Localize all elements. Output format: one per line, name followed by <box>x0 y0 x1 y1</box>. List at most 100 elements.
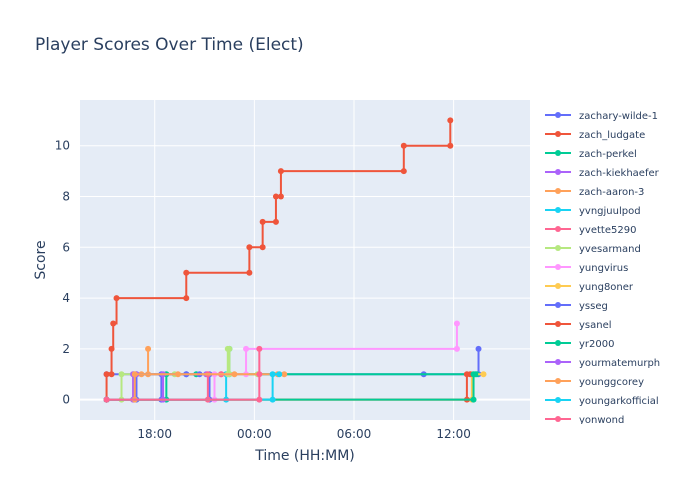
legend-item[interactable]: ysanel <box>545 320 612 331</box>
legend-label: yvngjuulpod <box>579 206 641 217</box>
data-point <box>453 320 460 327</box>
legend-item[interactable]: yvette5290 <box>545 225 636 236</box>
data-point <box>256 371 263 378</box>
y-tick-label: 10 <box>55 139 70 153</box>
data-point <box>256 396 263 403</box>
legend-swatch-marker <box>555 245 561 251</box>
legend-item[interactable]: yonwond <box>545 415 624 426</box>
legend-item[interactable]: ysseg <box>545 301 608 312</box>
data-point <box>475 345 482 352</box>
data-point <box>400 142 407 149</box>
legend-label: zach-kiekhaefer <box>579 168 660 179</box>
legend-swatch-marker <box>555 188 561 194</box>
legend-item[interactable]: zach-aaron-3 <box>545 187 644 198</box>
y-axis-label: Score <box>33 240 49 279</box>
data-point <box>272 193 279 200</box>
y-tick-label: 6 <box>62 240 70 254</box>
data-point <box>113 295 120 302</box>
data-point <box>276 371 283 378</box>
data-point <box>131 371 138 378</box>
x-axis-label: Time (HH:MM) <box>254 448 355 464</box>
legend-label: ysanel <box>579 320 612 331</box>
legend-item[interactable]: youngarkofficial <box>545 396 659 407</box>
legend-item[interactable]: zach-perkel <box>545 149 637 160</box>
data-point <box>269 396 276 403</box>
legend-swatch-marker <box>555 112 561 118</box>
series-line <box>106 348 261 401</box>
legend-label: yvesarmand <box>579 244 641 255</box>
legend-swatch-marker <box>555 378 561 384</box>
legend-item[interactable]: yung8oner <box>545 282 634 293</box>
legend-item[interactable]: zach-kiekhaefer <box>545 168 660 179</box>
data-point <box>447 142 454 149</box>
data-point <box>108 345 115 352</box>
legend-swatch-marker <box>555 340 561 346</box>
legend-label: yourmatemurph <box>579 358 660 369</box>
data-point <box>243 345 250 352</box>
data-point <box>259 218 266 225</box>
legend-label: ysseg <box>579 301 608 312</box>
legend-item[interactable]: younggcorey <box>545 377 644 388</box>
legend-label: yungvirus <box>579 263 628 274</box>
data-point <box>110 320 117 327</box>
legend-swatch-marker <box>555 131 561 137</box>
x-tick-label: 00:00 <box>237 427 272 441</box>
legend-item[interactable]: yvesarmand <box>545 244 641 255</box>
legend-swatch-marker <box>555 302 561 308</box>
data-point <box>174 371 181 378</box>
legend-item[interactable]: yungvirus <box>545 263 628 274</box>
legend-swatch-marker <box>555 397 561 403</box>
legend-label: yung8oner <box>579 282 634 293</box>
data-point <box>470 396 477 403</box>
data-point <box>472 371 479 378</box>
data-point <box>103 371 110 378</box>
data-point <box>256 345 263 352</box>
data-point <box>269 371 276 378</box>
data-point <box>103 396 110 403</box>
legend-swatch-marker <box>555 359 561 365</box>
legend-item[interactable]: yourmatemurph <box>545 358 660 369</box>
legend-swatch-marker <box>555 321 561 327</box>
chart-title: Player Scores Over Time (Elect) <box>35 35 304 55</box>
data-point <box>246 269 253 276</box>
data-point <box>281 371 288 378</box>
legend-label: zach-aaron-3 <box>579 187 644 198</box>
data-point <box>183 295 190 302</box>
y-tick-label: 0 <box>62 393 70 407</box>
legend-item[interactable]: yvngjuulpod <box>545 206 641 217</box>
data-point <box>259 244 266 251</box>
data-point <box>480 371 487 378</box>
data-point <box>183 269 190 276</box>
legend-label: zachary-wilde-1 <box>579 111 658 122</box>
legend-swatch-marker <box>555 264 561 270</box>
series-yonwond <box>103 345 263 403</box>
x-tick-label: 06:00 <box>337 427 372 441</box>
data-point <box>246 244 253 251</box>
y-tick-label: 4 <box>62 291 70 305</box>
legend[interactable]: zachary-wilde-1 zach_ludgate zach-perkel za… <box>545 111 660 426</box>
x-ticks: 18:00 00:00 06:00 12:00 <box>137 427 470 441</box>
legend-label: zach-perkel <box>579 149 637 160</box>
series-zach_ludgate <box>103 117 454 403</box>
legend-item[interactable]: yr2000 <box>545 339 614 350</box>
legend-items: zachary-wilde-1 zach_ludgate zach-perkel za… <box>545 111 660 426</box>
legend-item[interactable]: zach_ludgate <box>545 130 645 141</box>
data-point <box>272 218 279 225</box>
data-point <box>277 193 284 200</box>
y-tick-label: 8 <box>62 190 70 204</box>
legend-label: youngarkofficial <box>579 396 659 407</box>
data-point <box>231 371 238 378</box>
data-point <box>453 345 460 352</box>
legend-label: yr2000 <box>579 339 614 350</box>
data-point <box>226 345 233 352</box>
legend-label: younggcorey <box>579 377 644 388</box>
y-ticks: 0 2 4 6 8 10 <box>55 139 70 407</box>
data-point <box>108 371 115 378</box>
legend-swatch-marker <box>555 283 561 289</box>
legend-label: yonwond <box>579 415 624 426</box>
legend-item[interactable]: zachary-wilde-1 <box>545 111 658 122</box>
legend-label: yvette5290 <box>579 225 636 236</box>
legend-swatch-marker <box>555 226 561 232</box>
